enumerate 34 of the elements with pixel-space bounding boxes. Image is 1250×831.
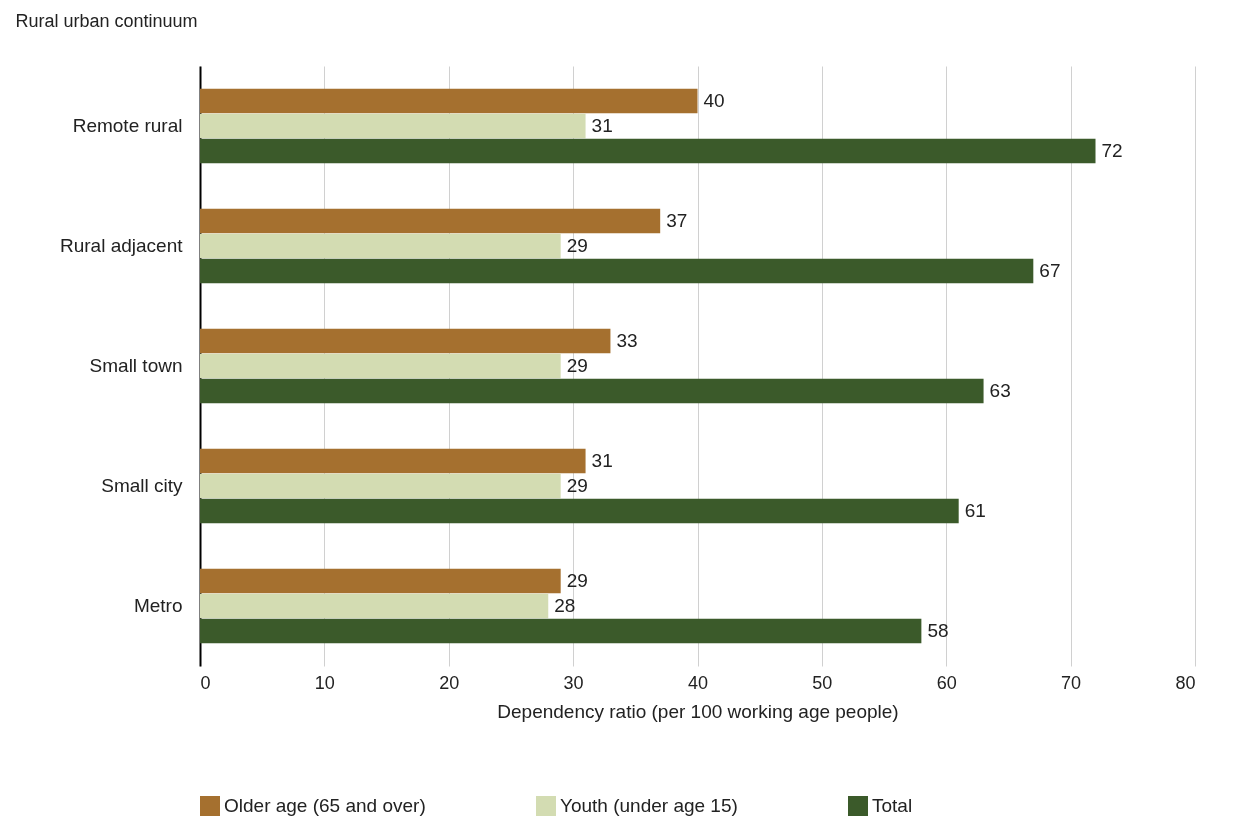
data-label: 31 xyxy=(591,115,613,136)
x-tick-label: 0 xyxy=(200,672,211,693)
data-label: 29 xyxy=(566,355,588,376)
x-tick-label: 30 xyxy=(563,672,584,693)
x-tick-label: 40 xyxy=(687,672,709,693)
data-label: 40 xyxy=(703,90,725,112)
data-label: 28 xyxy=(554,595,576,616)
x-tick-label: 60 xyxy=(936,672,957,693)
legend-label: Older age (65 and over) xyxy=(224,795,426,816)
data-label: 58 xyxy=(927,619,949,641)
data-label: 67 xyxy=(1039,259,1061,281)
x-axis-title: Dependency ratio (per 100 working age people) xyxy=(497,700,899,722)
x-tick-label: 10 xyxy=(314,672,335,693)
legend-label: Total xyxy=(872,795,913,816)
y-axis-title: Rural urban continuum xyxy=(15,10,198,31)
data-label: 63 xyxy=(989,379,1011,401)
data-label: 61 xyxy=(964,499,986,521)
y-tick-label: Remote rural xyxy=(72,115,183,136)
x-tick-label: 70 xyxy=(1061,672,1082,693)
data-label: 29 xyxy=(566,570,588,592)
y-tick-label: Metro xyxy=(133,595,183,616)
y-tick-label: Rural adjacent xyxy=(59,235,184,256)
x-tick-label: 50 xyxy=(812,672,833,693)
data-label: 29 xyxy=(566,475,588,496)
legend-label: Youth (under age 15) xyxy=(560,795,738,816)
x-tick-label: 80 xyxy=(1175,672,1196,693)
x-tick-label: 20 xyxy=(439,672,460,693)
y-tick-label: Small city xyxy=(101,475,183,496)
data-label: 29 xyxy=(566,235,588,256)
data-label: 37 xyxy=(666,210,688,232)
data-label: 33 xyxy=(616,330,638,352)
data-label: 31 xyxy=(591,450,613,472)
data-label: 72 xyxy=(1101,139,1123,161)
y-tick-label: Small town xyxy=(89,355,183,376)
